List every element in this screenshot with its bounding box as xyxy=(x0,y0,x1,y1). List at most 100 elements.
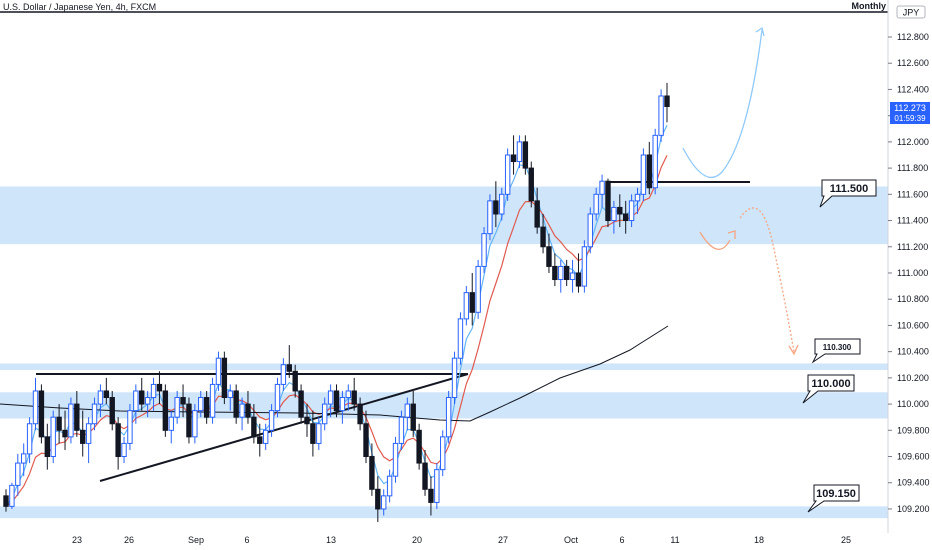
candle-body xyxy=(528,167,534,202)
time-tick-label: 6 xyxy=(244,535,249,545)
candle-body xyxy=(422,462,428,490)
callout-109150[interactable]: 109.150 xyxy=(807,484,860,513)
callout-110000[interactable]: 110.000 xyxy=(802,374,855,404)
time-axis[interactable]: 23 26 Sep 6 13 20 27 Oct 6 11 18 25 xyxy=(72,535,851,545)
candle-body xyxy=(121,442,127,458)
candle-body xyxy=(428,488,434,503)
timeframe-label[interactable]: Monthly xyxy=(852,1,887,11)
candle-body xyxy=(640,154,647,195)
candle-body xyxy=(109,397,115,425)
candle-body xyxy=(316,423,322,444)
price-tick-label: 112.800 xyxy=(897,32,929,42)
candle-body xyxy=(363,423,369,458)
candle-body xyxy=(534,200,540,228)
price-tick-label: 110.600 xyxy=(897,320,929,330)
candle-body xyxy=(375,488,381,510)
candle-body xyxy=(174,397,180,418)
price-tick-label: 109.400 xyxy=(897,478,930,488)
candle-body xyxy=(103,390,110,399)
candle-body xyxy=(351,390,357,405)
candle-body xyxy=(416,429,422,464)
candle-body xyxy=(62,429,68,438)
candle-body xyxy=(599,180,605,195)
time-tick-label: Sep xyxy=(188,535,204,545)
candle-body xyxy=(540,226,546,248)
trend-lines xyxy=(36,181,750,482)
candle-body xyxy=(457,318,464,359)
candle-body xyxy=(581,246,588,287)
candle-body xyxy=(611,206,617,222)
chart-title: U.S. Dollar / Japanese Yen, 4h, FXCM xyxy=(3,2,156,12)
candle-body xyxy=(392,442,399,477)
support-resistance-zones xyxy=(0,186,888,519)
price-tick-label: 112.000 xyxy=(897,137,929,147)
candle-body xyxy=(646,154,652,189)
candle-body xyxy=(209,383,216,418)
candle-body xyxy=(221,357,228,399)
candle-body xyxy=(617,206,623,215)
candle-body xyxy=(321,403,328,425)
candle-body xyxy=(68,403,74,438)
candle-body xyxy=(97,390,104,405)
candle-body xyxy=(546,246,552,267)
bullish-arrow-head xyxy=(755,26,765,37)
zone-1 xyxy=(0,363,888,370)
candle-body xyxy=(593,193,599,215)
callout-label-111500: 111.500 xyxy=(830,183,869,195)
price-tick-label: 111.800 xyxy=(897,163,928,173)
callout-110300[interactable]: 110.300 xyxy=(811,338,861,364)
candle-body xyxy=(587,213,593,248)
candle-body xyxy=(357,403,363,425)
candle-body xyxy=(510,154,517,163)
time-tick-label: Oct xyxy=(564,535,579,545)
candle-body xyxy=(186,403,192,438)
candle-body xyxy=(127,410,133,444)
candle-body xyxy=(9,484,15,507)
price-tick-label: 109.600 xyxy=(897,452,930,462)
bullish-projection-path xyxy=(682,29,763,178)
callout-label-109150: 109.150 xyxy=(816,488,856,500)
candle-body xyxy=(310,423,316,444)
candle-body xyxy=(85,423,92,444)
last-price-tag: 112.273 01:59:39 xyxy=(890,102,930,124)
candle-body xyxy=(274,383,281,412)
currency-badge[interactable] xyxy=(896,5,926,19)
pullback-path xyxy=(699,231,731,250)
candle-body xyxy=(558,265,564,281)
time-tick-label: 11 xyxy=(670,535,679,545)
bearish-projection-path xyxy=(739,207,795,353)
zone-0 xyxy=(0,186,888,245)
candle-body xyxy=(56,416,62,431)
candle-body xyxy=(481,233,487,267)
price-tick-label: 110.200 xyxy=(897,373,929,383)
candle-body xyxy=(658,95,664,136)
candle-body xyxy=(622,213,629,222)
candlestick-series xyxy=(3,82,670,523)
pullback-arrow-head xyxy=(727,230,736,239)
bearish-arrow-head xyxy=(788,344,799,356)
candle-body xyxy=(298,390,304,418)
candle-body xyxy=(463,292,470,320)
candle-body xyxy=(575,272,582,287)
price-tick-label: 110.000 xyxy=(897,399,929,409)
candle-body xyxy=(292,370,298,392)
candle-body xyxy=(50,416,56,458)
time-tick-label: 13 xyxy=(326,535,336,545)
candle-body xyxy=(569,272,576,281)
callout-111500[interactable]: 111.500 xyxy=(819,179,877,208)
price-tick-label: 109.200 xyxy=(897,504,930,514)
price-tick-label: 112.400 xyxy=(897,84,929,94)
candle-body xyxy=(605,180,611,222)
candle-body xyxy=(162,390,169,431)
candle-body xyxy=(180,397,186,405)
candle-body xyxy=(168,416,174,431)
candle-body xyxy=(339,397,346,412)
time-tick-label: 20 xyxy=(412,535,422,545)
candle-body xyxy=(487,200,493,235)
candle-body xyxy=(652,134,658,189)
candle-body xyxy=(215,357,222,385)
candle-body xyxy=(440,436,446,471)
candle-body xyxy=(139,390,145,405)
candle-body xyxy=(150,383,157,399)
